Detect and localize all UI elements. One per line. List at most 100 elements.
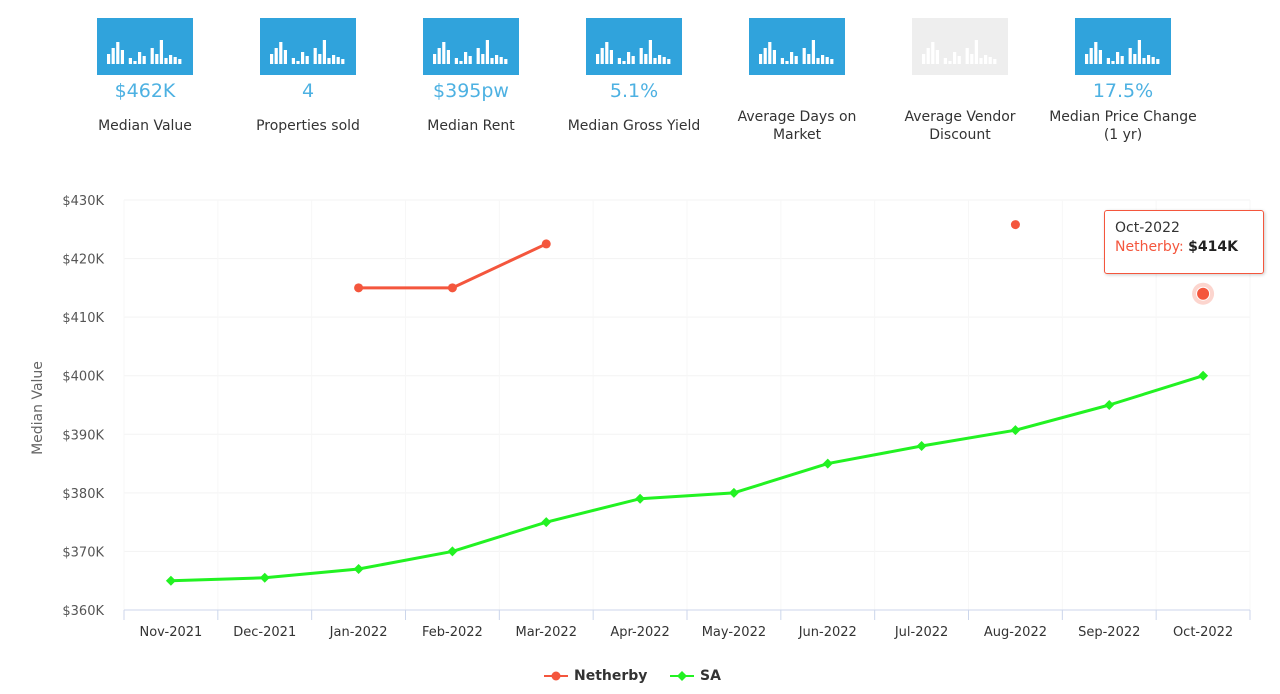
stat-median-gross-yield[interactable]: 5.1% Median Gross Yield (559, 18, 709, 146)
data-point[interactable] (353, 564, 364, 574)
bar-chart-glyph-bar (499, 56, 503, 64)
bar-chart-glyph-bar (667, 58, 671, 64)
bar-chart-glyph-bar (639, 47, 643, 64)
x-tick-label: Dec-2021 (233, 625, 296, 640)
bar-chart-glyph-bar (802, 47, 806, 64)
data-point[interactable] (1010, 425, 1021, 436)
data-point[interactable] (1198, 370, 1209, 381)
data-point[interactable] (354, 283, 364, 293)
bar-chart-glyph-bar (155, 53, 159, 64)
bar-chart-glyph-bar (979, 57, 983, 64)
bar-chart-glyph-bar (957, 55, 961, 64)
series-line (169, 374, 1205, 583)
y-tick-label: $410K (62, 311, 104, 326)
stat-label: Median Gross Yield (567, 118, 701, 134)
bar-chart-icon[interactable] (97, 18, 193, 75)
data-point[interactable] (728, 487, 739, 498)
bar-chart-glyph-bar (442, 41, 446, 64)
chart-series[interactable] (165, 220, 1215, 586)
bar-chart-icon[interactable] (749, 18, 845, 75)
bar-chart-glyph-bar (437, 47, 441, 64)
bar-chart-glyph-bar (600, 47, 604, 64)
bar-chart-glyph-bar (150, 47, 154, 64)
bar-chart-glyph-bar (313, 47, 317, 64)
bar-chart-glyph-bar (627, 51, 631, 64)
stat-average-days-on-market[interactable]: Average Days on Market (722, 18, 872, 146)
bar-chart-glyph-bar (993, 58, 997, 64)
bar-chart-glyph-bar (454, 57, 458, 64)
bar-chart-glyph-bar (476, 47, 480, 64)
bar-chart-glyph (1085, 39, 1160, 64)
bar-chart-glyph-bar (605, 41, 609, 64)
bar-chart-glyph-bar (653, 57, 657, 64)
bar-chart-glyph-bar (116, 41, 120, 64)
x-tick-label: Mar-2022 (516, 625, 577, 640)
stat-median-value[interactable]: $462K Median Value (70, 18, 220, 146)
tooltip-series-name: Netherby (1115, 239, 1179, 255)
y-axis-title: Median Value (30, 361, 46, 455)
y-tick-label: $390K (62, 428, 104, 443)
y-tick-label: $430K (62, 194, 104, 209)
bar-chart-glyph (433, 39, 508, 64)
data-point[interactable] (635, 493, 646, 504)
x-tick-label: Sep-2022 (1078, 625, 1140, 640)
x-tick-label: Nov-2021 (140, 625, 203, 640)
bar-chart-glyph-bar (495, 54, 499, 64)
legend-item-netherby[interactable]: Netherby (544, 668, 647, 684)
stats-bar: $462K Median Value 4 Properties sold $39… (0, 0, 1280, 160)
bar-chart-glyph-bar (481, 53, 485, 64)
bar-chart-glyph-bar (830, 58, 834, 64)
bar-chart-glyph-bar (120, 49, 124, 64)
bar-chart-glyph-bar (327, 57, 331, 64)
data-point[interactable] (541, 517, 552, 528)
legend-item-sa[interactable]: SA (670, 668, 721, 684)
bar-chart-glyph-bar (759, 53, 763, 64)
data-point[interactable] (165, 575, 176, 586)
bar-chart-glyph-bar (459, 60, 463, 64)
data-point[interactable] (916, 441, 927, 451)
data-point[interactable] (541, 239, 551, 249)
data-point[interactable] (259, 572, 270, 583)
stat-properties-sold[interactable]: 4 Properties sold (233, 18, 383, 146)
hovered-data-point[interactable] (1196, 286, 1211, 301)
bar-chart-glyph-bar (1156, 58, 1160, 64)
data-point[interactable] (447, 283, 457, 293)
bar-chart-glyph-bar (1111, 60, 1115, 64)
stat-value: 4 (301, 80, 315, 102)
data-point[interactable] (447, 546, 458, 557)
stat-value: 17.5% (1092, 80, 1154, 102)
stat-median-rent[interactable]: $395pw Median Rent (396, 18, 546, 146)
stat-label: Average Days on Market (737, 109, 857, 143)
bar-chart-glyph-bar (794, 55, 798, 64)
tooltip-value: $414K (1188, 239, 1238, 255)
data-point[interactable] (822, 458, 833, 469)
stat-value: $395pw (433, 80, 509, 102)
bar-chart-glyph-bar (617, 57, 621, 64)
bar-chart-glyph-bar (811, 39, 815, 64)
bar-chart-glyph-bar (1128, 47, 1132, 64)
bar-chart-glyph-bar (322, 39, 326, 64)
bar-chart-glyph (107, 39, 182, 64)
bar-chart-icon[interactable] (1075, 18, 1171, 75)
bar-chart-glyph-bar (816, 57, 820, 64)
bar-chart-glyph-bar (332, 54, 336, 64)
bar-chart-glyph-bar (922, 53, 926, 64)
bar-chart-icon[interactable] (260, 18, 356, 75)
series-line (357, 242, 548, 290)
x-tick-label: Jul-2022 (894, 625, 948, 640)
bar-chart-glyph-bar (291, 57, 295, 64)
bar-chart-glyph-bar (1120, 55, 1124, 64)
series-sa[interactable] (165, 370, 1209, 586)
bar-chart-icon[interactable] (586, 18, 682, 75)
series-netherby[interactable] (354, 220, 1208, 299)
bar-chart-glyph-bar (970, 53, 974, 64)
tooltip-separator: : (1178, 239, 1189, 255)
data-point[interactable] (1104, 400, 1115, 410)
bar-chart-glyph-bar (274, 47, 278, 64)
data-point[interactable] (1010, 220, 1020, 230)
bar-chart-glyph-bar (1137, 39, 1141, 64)
stat-median-price-change[interactable]: 17.5% Median Price Change (1 yr) (1048, 18, 1198, 146)
bar-chart-icon[interactable] (423, 18, 519, 75)
bar-chart-glyph-bar (305, 55, 309, 64)
bar-chart-glyph-bar (270, 53, 274, 64)
